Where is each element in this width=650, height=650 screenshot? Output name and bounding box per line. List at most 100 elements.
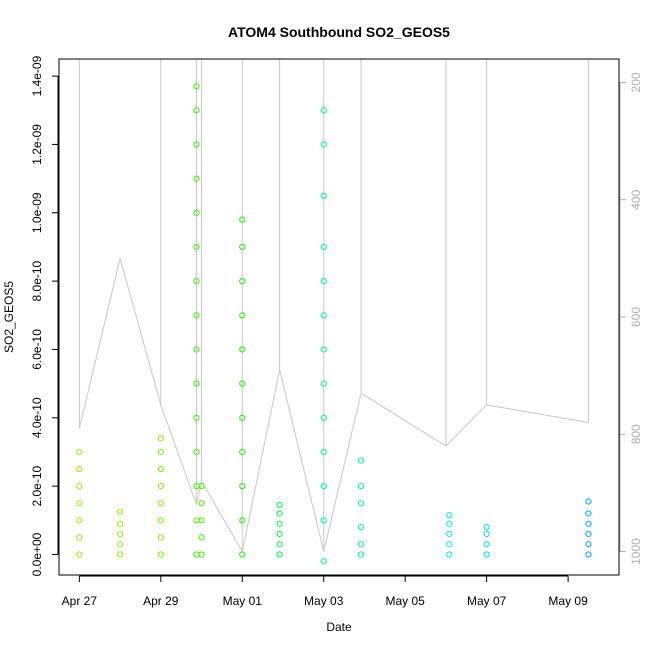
- y-tick-label: 8.0e-10: [30, 260, 44, 301]
- data-point: [276, 530, 283, 538]
- data-point: [276, 510, 283, 517]
- data-point: [198, 483, 205, 490]
- y-tick-label: 4.0e-10: [30, 397, 44, 438]
- right-tick-label: 200: [629, 72, 643, 92]
- data-point: [239, 312, 246, 319]
- data-point: [116, 551, 124, 558]
- right-tick-label: 600: [629, 307, 643, 327]
- data-point: [193, 346, 200, 353]
- data-point: [157, 517, 164, 524]
- y-tick-label: 2.0e-10: [30, 465, 44, 506]
- data-point: [483, 541, 490, 548]
- data-point: [320, 243, 327, 251]
- data-point: [357, 541, 365, 548]
- y-tick-label: 6.0e-10: [30, 329, 44, 370]
- right-tick-label: 400: [629, 189, 643, 209]
- data-point: [276, 501, 283, 509]
- x-tick-label: May 05: [386, 594, 426, 608]
- data-point: [198, 500, 205, 507]
- data-point: [76, 551, 83, 558]
- x-axis-label: Date: [326, 620, 352, 634]
- data-point: [76, 448, 83, 456]
- data-point: [198, 534, 205, 541]
- data-point: [585, 551, 592, 558]
- data-point: [320, 558, 327, 565]
- y-tick-label: 1.4e-09: [30, 55, 44, 96]
- x-tick-label: May 01: [223, 594, 263, 608]
- data-point: [157, 551, 164, 558]
- data-point: [239, 380, 246, 387]
- data-point: [357, 457, 365, 464]
- data-point: [239, 346, 246, 353]
- data-point: [320, 414, 327, 421]
- plot-frame: [58, 58, 620, 576]
- data-point: [483, 524, 490, 531]
- data-point: [483, 551, 490, 558]
- data-point: [320, 192, 327, 199]
- data-point: [320, 483, 327, 490]
- data-point: [116, 508, 124, 515]
- data-point: [239, 243, 246, 251]
- data-point: [320, 346, 327, 353]
- altitude-trace-connector: [445, 404, 487, 447]
- data-point: [76, 517, 83, 524]
- data-point: [198, 551, 205, 558]
- y-axis: 0.0e+00 2.0e-10 4.0e-10 6.0e-10 8.0e-10 1.0e-…: [30, 55, 59, 576]
- data-point: [193, 414, 200, 421]
- x-tick-label: Apr 29: [143, 594, 179, 608]
- data-point: [157, 483, 164, 490]
- data-point: [585, 510, 592, 517]
- data-point: [239, 517, 246, 524]
- data-point: [320, 107, 327, 114]
- data-point: [193, 380, 200, 387]
- data-point: [193, 141, 200, 148]
- data-point: [193, 448, 200, 456]
- data-point: [585, 498, 592, 505]
- data-point: [446, 530, 453, 538]
- altitude-trace-connector: [486, 404, 589, 424]
- data-point: [320, 312, 327, 319]
- data-point: [193, 107, 200, 114]
- right-axis: 200 400 600 800 1000: [619, 72, 643, 565]
- data-point: [76, 534, 83, 541]
- data-point: [239, 278, 246, 285]
- data-point: [157, 534, 164, 541]
- data-point: [157, 435, 164, 442]
- data-point: [76, 483, 83, 490]
- data-point: [193, 175, 200, 182]
- data-point: [446, 551, 453, 558]
- data-point: [357, 500, 365, 507]
- x-tick-label: May 03: [304, 594, 344, 608]
- data-point: [76, 500, 83, 507]
- data-point: [76, 465, 83, 473]
- chart-title: ATOM4 Southbound SO2_GEOS5: [228, 24, 450, 40]
- data-point: [320, 278, 327, 285]
- data-point: [116, 520, 124, 527]
- data-point: [585, 520, 592, 527]
- data-point: [357, 551, 365, 558]
- x-tick-label: Apr 27: [62, 594, 98, 608]
- data-point: [239, 414, 246, 421]
- data-point: [239, 448, 246, 456]
- altitude-trace-connector: [201, 480, 243, 552]
- altitude-trace-connector: [241, 369, 281, 552]
- data-point: [239, 483, 246, 490]
- data-point: [357, 483, 365, 490]
- data-point: [320, 448, 327, 456]
- data-point: [239, 216, 246, 223]
- data-point: [193, 83, 200, 90]
- data-point: [193, 243, 200, 251]
- data-point: [483, 530, 490, 538]
- right-tick-label: 800: [629, 424, 643, 444]
- data-point: [116, 541, 124, 548]
- data-point: [320, 141, 327, 148]
- data-point: [357, 524, 365, 531]
- x-tick-label: May 09: [548, 594, 588, 608]
- data-point: [198, 517, 205, 524]
- data-point: [116, 530, 124, 538]
- altitude-trace-connector: [195, 481, 203, 505]
- altitude-trace-connector: [78, 258, 121, 429]
- data-point: [320, 517, 327, 524]
